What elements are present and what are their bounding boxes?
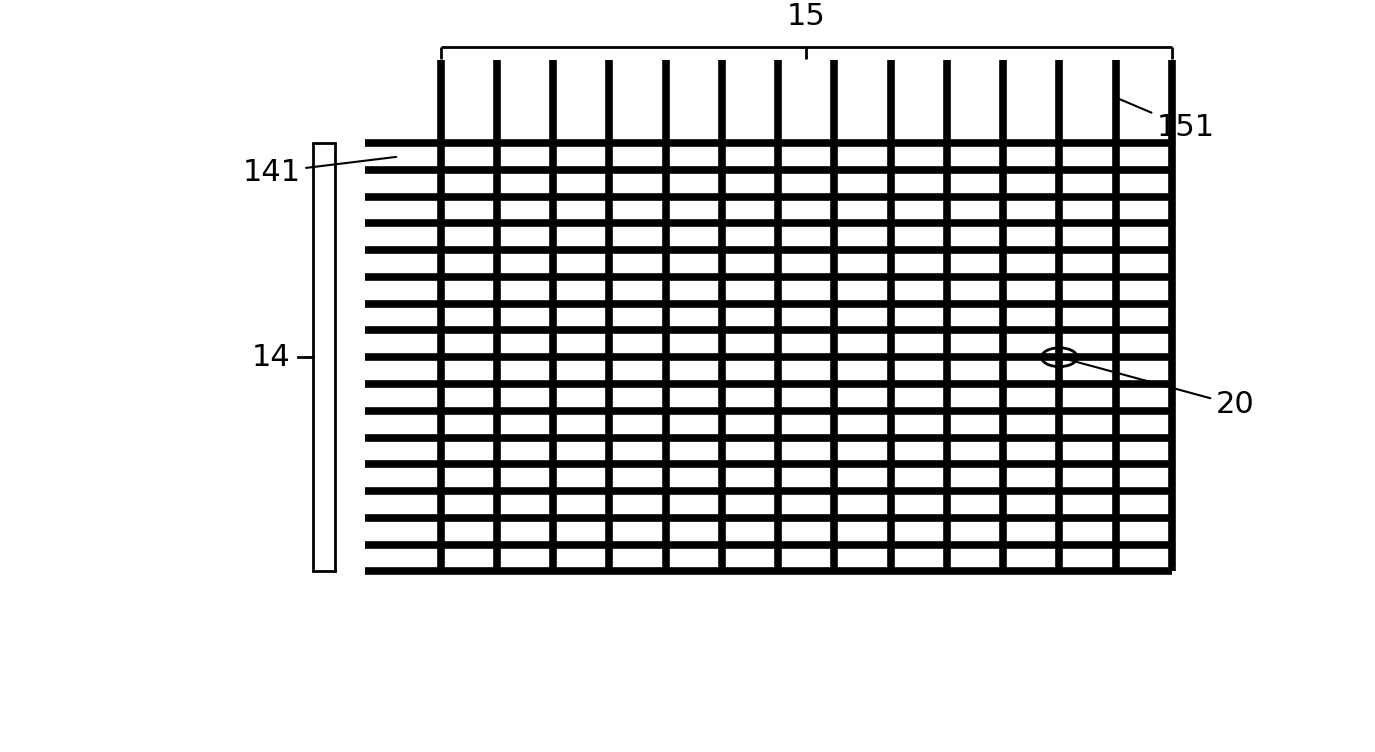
Text: 141: 141 [242,157,396,186]
Text: 15: 15 [786,2,825,31]
Text: 14: 14 [252,343,292,371]
Text: 151: 151 [1118,99,1216,142]
Text: 20: 20 [1062,358,1254,420]
